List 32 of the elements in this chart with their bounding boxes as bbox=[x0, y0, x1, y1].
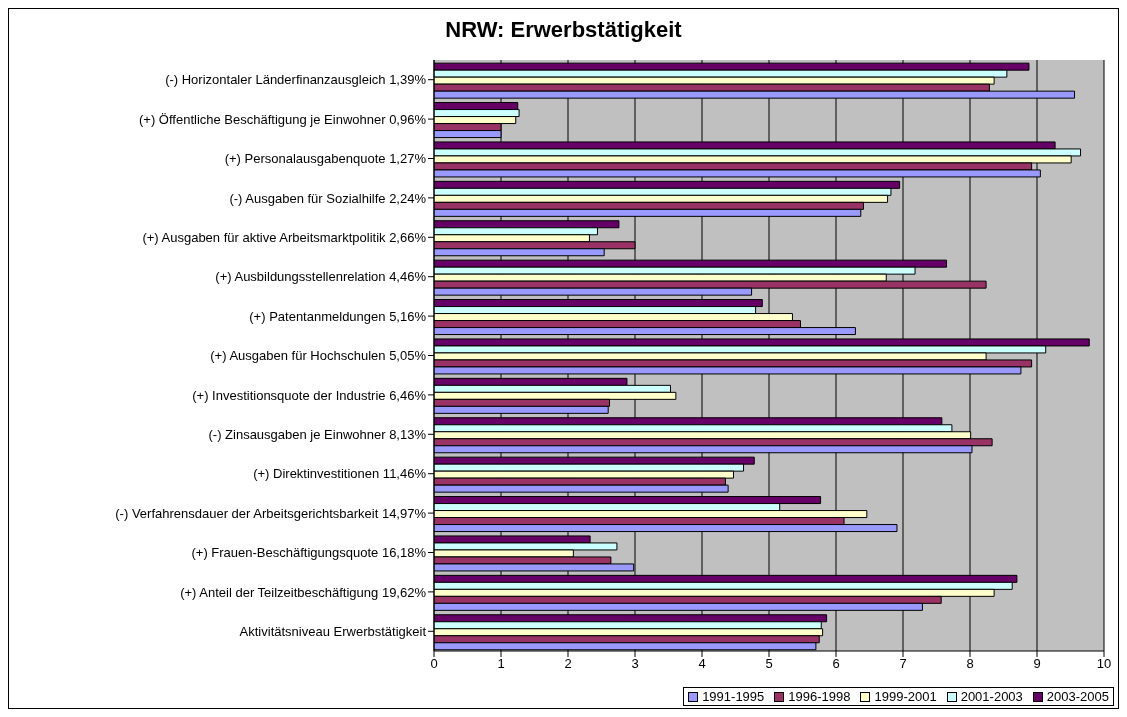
legend-label: 1991-1995 bbox=[701, 689, 765, 704]
y-tick-label: (+) Anteil der Teilzeitbeschäftigung 19,62% bbox=[180, 584, 427, 600]
x-tick-label: 4 bbox=[698, 656, 706, 672]
x-tick-label: 0 bbox=[430, 656, 438, 672]
y-tick-label: (+) Frauen-Beschäftigungsquote 16,18% bbox=[191, 545, 427, 561]
legend-label: 2001-2003 bbox=[959, 689, 1023, 704]
y-tick-label: (+) Direktinvestitionen 11,46% bbox=[253, 466, 427, 482]
y-tick-label: Aktivitätsniveau Erwerbstätigkeit bbox=[239, 623, 427, 639]
chart-title: NRW: Erwerbstätigkeit bbox=[444, 17, 683, 43]
y-tick-label: (+) Patentanmeldungen 5,16% bbox=[249, 308, 427, 324]
x-tick-label: 8 bbox=[966, 656, 974, 672]
y-tick-label: (-) Verfahrensdauer der Arbeitsgerichtsbarkeit 14,97% bbox=[115, 505, 427, 521]
y-tick-label: (+) Ausgaben für Hochschulen 5,05% bbox=[210, 348, 427, 364]
legend-label: 1996-1998 bbox=[787, 689, 851, 704]
x-tick-label: 9 bbox=[1033, 656, 1041, 672]
x-tick-label: 1 bbox=[497, 656, 505, 672]
x-tick-label: 5 bbox=[765, 656, 773, 672]
x-tick-label: 7 bbox=[899, 656, 907, 672]
y-tick-label: (+) Ausbildungsstellenrelation 4,46% bbox=[215, 269, 427, 285]
y-tick-label: (-) Ausgaben für Sozialhilfe 2,24% bbox=[229, 190, 427, 206]
y-tick-label: (+) Öffentliche Beschäftigung je Einwohner 0,96% bbox=[138, 111, 427, 127]
y-tick-label: (-) Zinsausgaben je Einwohner 8,13% bbox=[208, 426, 427, 442]
x-tick-label: 6 bbox=[832, 656, 840, 672]
y-tick-label: (+) Ausgaben für aktive Arbeitsmarktpolitik 2,66% bbox=[142, 229, 427, 245]
x-tick-label: 10 bbox=[1096, 656, 1112, 672]
y-tick-label: (+) Investitionsquote der Industrie 6,46% bbox=[192, 387, 427, 403]
x-tick-label: 3 bbox=[631, 656, 639, 672]
legend-label: 1999-2001 bbox=[873, 689, 937, 704]
y-tick-label: (+) Personalausgabenquote 1,27% bbox=[224, 151, 427, 167]
legend-label: 2003-2005 bbox=[1045, 689, 1109, 704]
x-tick-label: 2 bbox=[564, 656, 572, 672]
y-tick-label: (-) Horizontaler Länderfinanzausgleich 1,39% bbox=[165, 72, 427, 88]
